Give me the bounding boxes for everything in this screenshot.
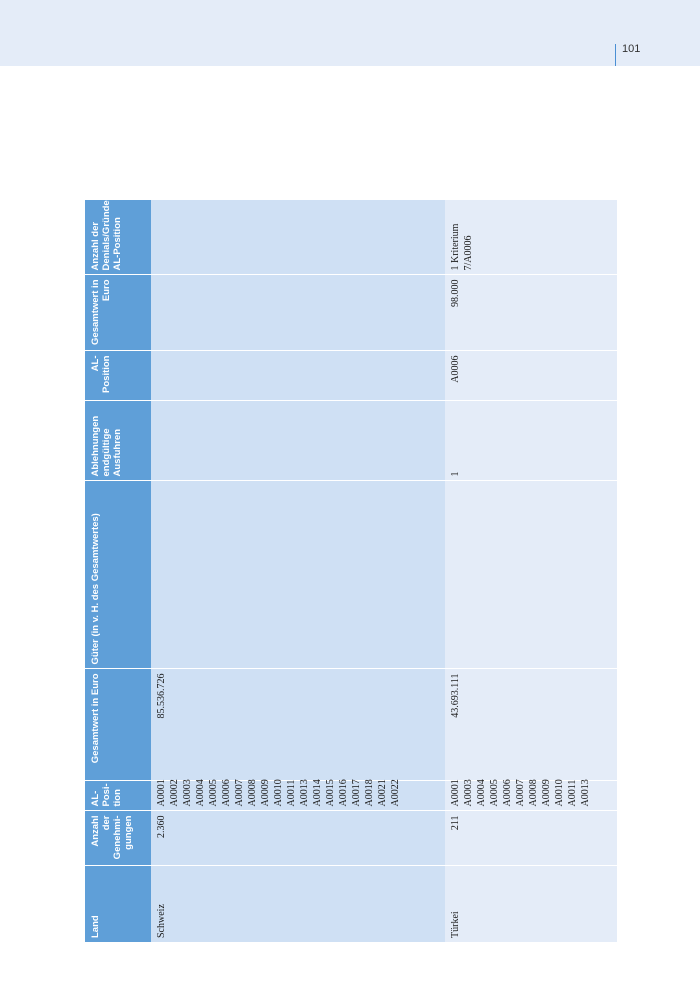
cell-gesamtwert: 85.536.726 <box>151 669 445 781</box>
page-header-band <box>0 0 700 66</box>
header-gesamtwert: Gesamtwert in Euro <box>85 669 151 781</box>
cell-anzahl: 2.360 <box>151 811 445 866</box>
al-position-item: A0008 <box>247 779 258 807</box>
al-position-item: A0022 <box>390 779 401 807</box>
al-position-item: A0009 <box>260 779 271 807</box>
cell-gueter <box>445 481 617 669</box>
al-position-item: A0006 <box>221 779 232 807</box>
table-row: Schweiz 2.360 A0001 A0002 A0003 A0004 A0005 A… <box>151 200 445 942</box>
cell-denials <box>151 200 445 275</box>
cell-al-position-2: A0006 <box>445 351 617 401</box>
al-position-item: A0018 <box>364 779 375 807</box>
al-position-item: A0004 <box>476 779 487 807</box>
header-anzahl-denials: Anzahl der Denials/Gründe/ AL-Position <box>85 198 151 275</box>
al-position-item: A0013 <box>299 779 310 807</box>
al-position-item: A0021 <box>377 779 388 807</box>
header-anzahl: Anzahl der Genehmi-gungen <box>85 811 151 866</box>
cell-denials: 1 Kriterium 7/A0006 <box>445 200 617 275</box>
al-position-item: A0002 <box>169 779 180 807</box>
header-land: Land <box>85 866 151 942</box>
al-position-item: A0006 <box>502 779 513 807</box>
cell-ablehnungen: 1 <box>445 401 617 481</box>
al-position-item: A0005 <box>489 779 500 807</box>
table-header-row: Land Anzahl der Genehmi-gungen AL-Posi-t… <box>85 198 151 942</box>
cell-gueter <box>151 481 445 669</box>
cell-positions: A0001 A0003 A0004 A0005 A0006 A0007 A0008 A0009… <box>445 779 617 811</box>
page-number: 101 <box>622 43 641 55</box>
header-gesamtwert-2: Gesamtwert in Euro <box>85 275 151 351</box>
export-table: Land Anzahl der Genehmi-gungen AL-Posi-t… <box>85 198 617 942</box>
al-position-item: A0017 <box>351 779 362 807</box>
header-al-position: AL-Posi-tion <box>85 781 151 811</box>
al-position-item: A0013 <box>580 779 591 807</box>
page-number-divider <box>615 44 616 66</box>
al-position-item: A0014 <box>312 779 323 807</box>
al-position-item: A0008 <box>528 779 539 807</box>
cell-gesamtwert: 43.693.111 <box>445 669 617 781</box>
data-table: Land Anzahl der Genehmi-gungen AL-Posi-t… <box>85 198 617 942</box>
header-ablehnungen: Ablehnungen endgültige Ausfuhren <box>85 401 151 481</box>
cell-land: Schweiz <box>151 866 445 942</box>
cell-ablehnungen <box>151 401 445 481</box>
al-position-item: A0004 <box>195 779 206 807</box>
al-position-item: A0010 <box>554 779 565 807</box>
cell-gesamtwert-2: 98.000 <box>445 275 617 351</box>
al-position-item: A0015 <box>325 779 336 807</box>
al-position-item: A0001 <box>450 779 461 807</box>
al-position-item: A0007 <box>515 779 526 807</box>
al-position-item: A0016 <box>338 779 349 807</box>
al-position-item: A0001 <box>156 779 167 807</box>
cell-land: Türkei <box>445 866 617 942</box>
cell-anzahl: 211 <box>445 811 617 866</box>
cell-gesamtwert-2 <box>151 275 445 351</box>
header-al-position-2: AL-Position <box>85 351 151 401</box>
al-position-item: A0009 <box>541 779 552 807</box>
al-position-item: A0003 <box>182 779 193 807</box>
al-position-item: A0007 <box>234 779 245 807</box>
al-position-item: A0005 <box>208 779 219 807</box>
cell-al-position-2 <box>151 351 445 401</box>
al-position-item: A0011 <box>286 779 297 807</box>
table-row: Türkei 211 A0001 A0003 A0004 A0005 A0006 A000… <box>445 200 617 942</box>
al-position-item: A0010 <box>273 779 284 807</box>
cell-positions: A0001 A0002 A0003 A0004 A0005 A0006 A0007 A0008… <box>151 779 445 811</box>
al-position-item: A0011 <box>567 779 578 807</box>
al-position-item: A0003 <box>463 779 474 807</box>
header-gueter: Güter (in v. H. des Gesamtwertes) <box>85 481 151 669</box>
